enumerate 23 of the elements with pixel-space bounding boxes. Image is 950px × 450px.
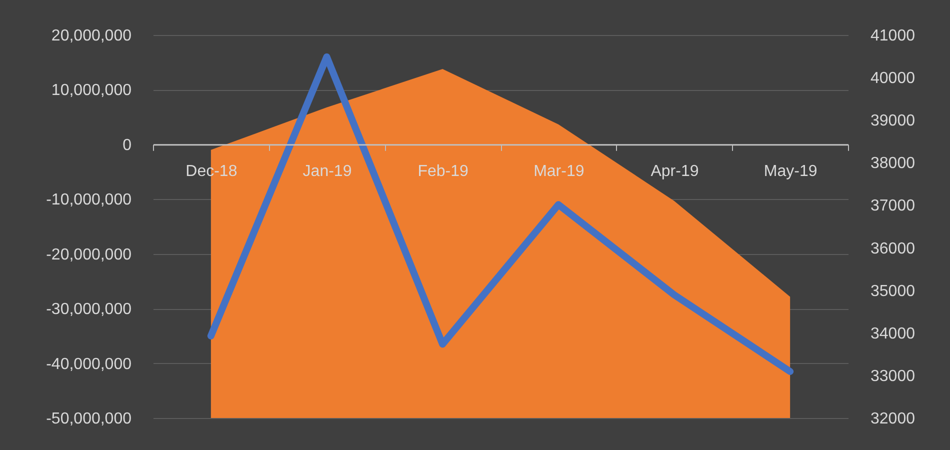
y-tick-label: 20,000,000 <box>51 28 132 44</box>
y-tick-label: -40,000,000 <box>46 356 132 373</box>
x-tick-label: Feb-19 <box>418 162 469 180</box>
y2-tick-label: 35000 <box>870 282 916 300</box>
y-tick-label: 0 <box>122 136 132 154</box>
x-tick-label: Apr-19 <box>650 162 699 180</box>
y-tick-label: -10,000,000 <box>46 192 132 209</box>
y-tick-label: -30,000,000 <box>46 301 132 318</box>
y2-tick-label: 37000 <box>870 198 916 215</box>
y2-tick-label: 32000 <box>870 410 916 428</box>
y2-tick-label: 41000 <box>870 28 916 44</box>
y-tick-label: -50,000,000 <box>46 410 132 428</box>
x-tick-label: Jan-19 <box>302 162 352 180</box>
x-tick-label: Mar-19 <box>534 162 584 180</box>
y2-tick-label: 33000 <box>870 368 916 385</box>
x-tick-label: May-19 <box>764 162 818 180</box>
y2-tick-label: 39000 <box>870 112 916 130</box>
y2-tick-label: 36000 <box>870 240 916 258</box>
y2-tick-label: 40000 <box>870 70 916 88</box>
y2-tick-label: 34000 <box>870 325 916 342</box>
y2-tick-label: 38000 <box>870 155 916 172</box>
y-tick-label: -20,000,000 <box>46 246 132 264</box>
y-tick-label: 10,000,000 <box>51 82 132 100</box>
